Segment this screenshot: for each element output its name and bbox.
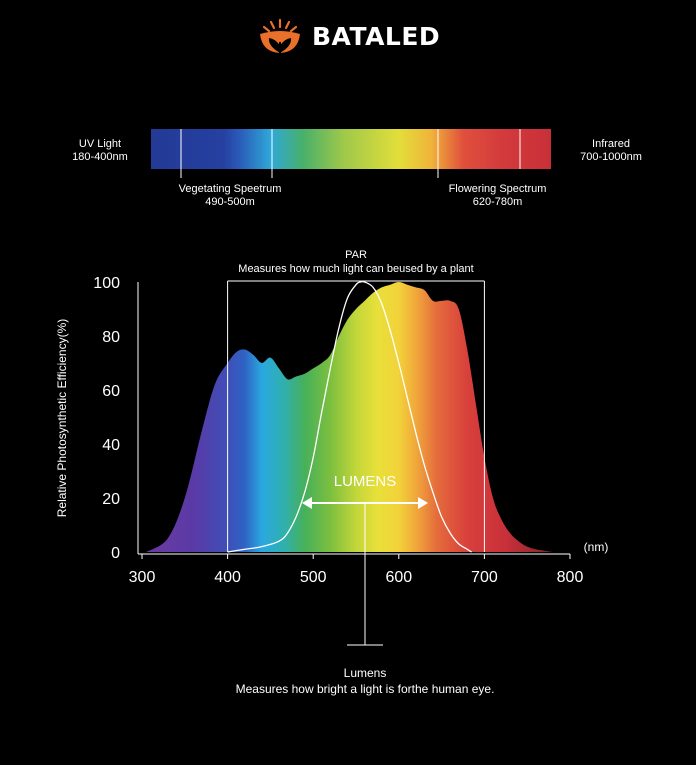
x-axis-ticks: 300 400 500 600 700 800 [129,554,584,586]
uv-light-title: UV Light [78,138,122,150]
infrared-range: 700-1000nm [580,151,642,163]
y-tick-label: 0 [111,545,120,562]
vegetating-title: Vegetating Speetrum [178,183,282,195]
lumens-bottom-title: Lumens [344,666,387,680]
par-subtitle: Measures how much light can beused by a … [238,263,473,275]
arrow-right-icon [418,497,428,509]
x-unit-label: (nm) [584,540,609,554]
x-tick-label: 700 [471,569,498,586]
lumens-bottom-desc: Measures how bright a light is forthe hu… [236,682,495,696]
y-tick-label: 60 [102,383,120,400]
y-tick-label: 100 [93,275,120,292]
flowering-spectrum-label: Flowering Spectrum 620-780m [425,183,570,209]
par-title: PAR [345,249,367,261]
x-tick-label: 500 [300,569,327,586]
vegetating-range: 490-500m [205,196,255,208]
lumens-curve [227,280,472,553]
brand-logo: BATALED [258,18,440,54]
x-tick-label: 600 [385,569,412,586]
spectrum-chart: PAR Measures how much light can beused b… [55,249,609,696]
uv-light-label: UV Light 180-400nm [60,138,140,164]
uv-light-range: 180-400nm [72,151,128,163]
vegetating-spectrum-label: Vegetating Speetrum 490-500m [160,183,300,209]
arrow-left-icon [302,497,312,509]
y-axis-ticks: 0 20 40 60 80 100 [93,275,120,562]
spectrum-bar-markers [180,129,521,178]
y-tick-label: 20 [102,491,120,508]
y-tick-label: 40 [102,437,120,454]
x-tick-label: 300 [129,569,156,586]
infrared-label: Infrared 700-1000nm [566,138,656,164]
photosynthetic-efficiency-area [146,282,553,552]
lumens-center-label: LUMENS [334,473,397,490]
sun-leaf-icon [260,18,300,53]
flowering-title: Flowering Spectrum [448,183,547,195]
spectrum-bar [151,129,551,169]
y-axis-label: Relative Photosynthetic Efficiency(%) [55,319,69,518]
infrared-title: Infrared [592,138,630,150]
y-tick-label: 80 [102,329,120,346]
x-tick-label: 400 [214,569,241,586]
x-tick-label: 800 [557,569,584,586]
brand-name: BATALED [312,21,441,51]
flowering-range: 620-780m [472,196,523,208]
